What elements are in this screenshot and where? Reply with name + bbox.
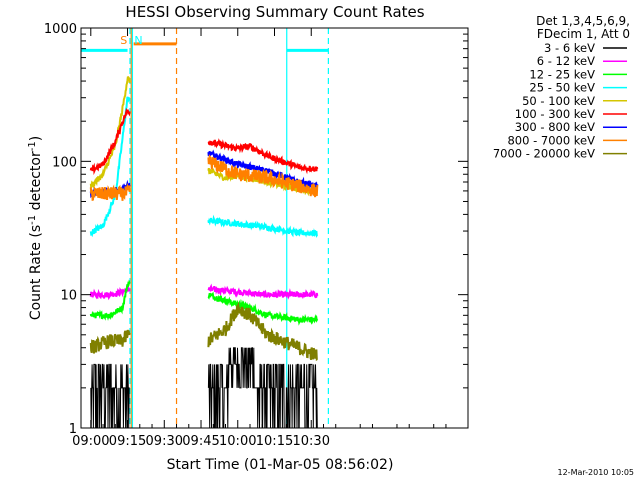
legend-label: 7000 - 20000 keV <box>493 147 595 161</box>
x-tick-label: 10:00 <box>219 434 256 449</box>
footer-timestamp: 12-Mar-2010 10:05 <box>558 468 635 477</box>
x-tick-label: 10:30 <box>293 434 330 449</box>
series-12-25keV <box>89 279 319 326</box>
series-25-50keV <box>89 96 319 238</box>
series-line-1-0 <box>89 284 131 301</box>
y-axis: 1 10 100 1000 <box>44 22 468 437</box>
series-3-6keV <box>90 347 318 429</box>
series-line-2-0 <box>89 279 131 321</box>
series-line-5-1 <box>207 138 319 175</box>
legend-header-fdecim: FDecim 1, Att 0 <box>537 27 630 41</box>
marker-label-s: S <box>120 34 127 47</box>
x-tick-label: 09:45 <box>182 434 219 449</box>
series-line-0-1 <box>207 347 318 429</box>
legend: Det 1,3,4,5,6,9, FDecim 1, Att 0 3 - 6 k… <box>493 14 630 161</box>
series-line-5-0 <box>89 107 131 176</box>
series-line-7-1 <box>207 154 319 198</box>
x-tick-label: 09:00 <box>72 434 109 449</box>
x-axis-label: Start Time (01-Mar-05 08:56:02) <box>167 457 394 473</box>
series-line-2-1 <box>207 291 319 326</box>
legend-header-detectors: Det 1,3,4,5,6,9, <box>536 14 630 28</box>
legend-label: 100 - 300 keV <box>515 107 595 121</box>
y-axis-label: Count Rate (s-1 detector-1) <box>27 136 44 320</box>
x-tick-label: 09:15 <box>109 434 146 449</box>
series-line-3-0 <box>89 96 131 238</box>
x-tick-label: 09:30 <box>146 434 183 449</box>
legend-label: 300 - 800 keV <box>515 120 595 134</box>
y-tick-label: 1 <box>69 422 77 437</box>
y-tick-label: 10 <box>60 289 77 304</box>
legend-label: 12 - 25 keV <box>529 67 595 81</box>
series-line-3-1 <box>207 214 319 238</box>
x-axis: 09:00 09:15 09:30 09:45 10:00 10:15 10:30 <box>72 28 447 449</box>
series-100-300keV <box>89 107 319 176</box>
marker-label-n: N <box>134 34 142 47</box>
legend-label: 50 - 100 keV <box>522 94 595 108</box>
legend-label: 25 - 50 keV <box>529 81 595 95</box>
chart-title: HESSI Observing Summary Count Rates <box>125 3 424 21</box>
series-7000-20000keV <box>89 301 318 362</box>
series-line-8-1 <box>207 301 318 362</box>
y-tick-label: 1000 <box>44 22 77 37</box>
legend-label: 3 - 6 keV <box>544 41 595 55</box>
legend-label: 6 - 12 keV <box>537 54 595 68</box>
series-line-1-1 <box>207 283 319 300</box>
series-line-8-0 <box>89 329 131 354</box>
legend-label: 800 - 7000 keV <box>507 133 595 147</box>
series-6-12keV <box>89 283 319 301</box>
series-line-0-0 <box>90 363 130 429</box>
x-tick-label: 10:15 <box>256 434 293 449</box>
y-tick-label: 100 <box>52 155 77 170</box>
series-line-4-0 <box>89 76 131 189</box>
series-800-7000keV <box>89 154 319 201</box>
series-line-7-0 <box>89 182 131 201</box>
